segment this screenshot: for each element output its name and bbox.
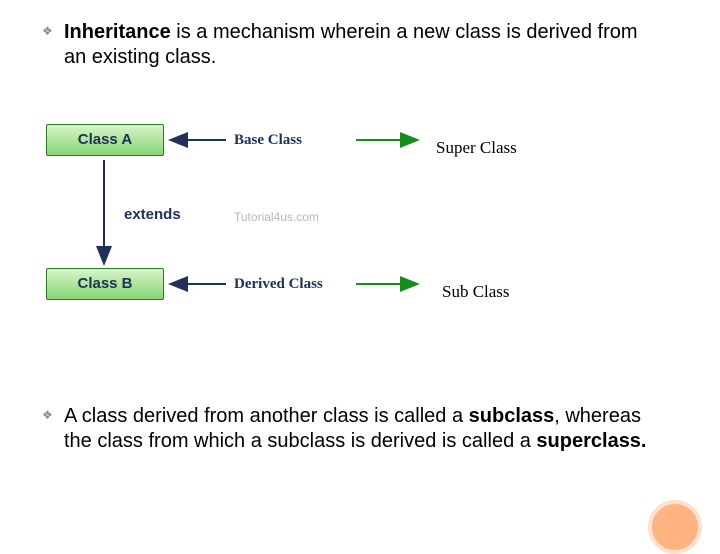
arrows-svg	[0, 0, 720, 360]
para-2-b2: superclass.	[536, 430, 646, 452]
para-2-b1: subclass	[469, 405, 555, 427]
slide: ❖ Inheritance is a mechanism wherein a n…	[0, 0, 720, 540]
decorative-circle	[648, 500, 702, 554]
para-2: A class derived from another class is ca…	[64, 404, 674, 454]
para-2-pre: A class derived from another class is ca…	[64, 405, 469, 427]
bullet-2-icon: ❖	[42, 408, 53, 422]
